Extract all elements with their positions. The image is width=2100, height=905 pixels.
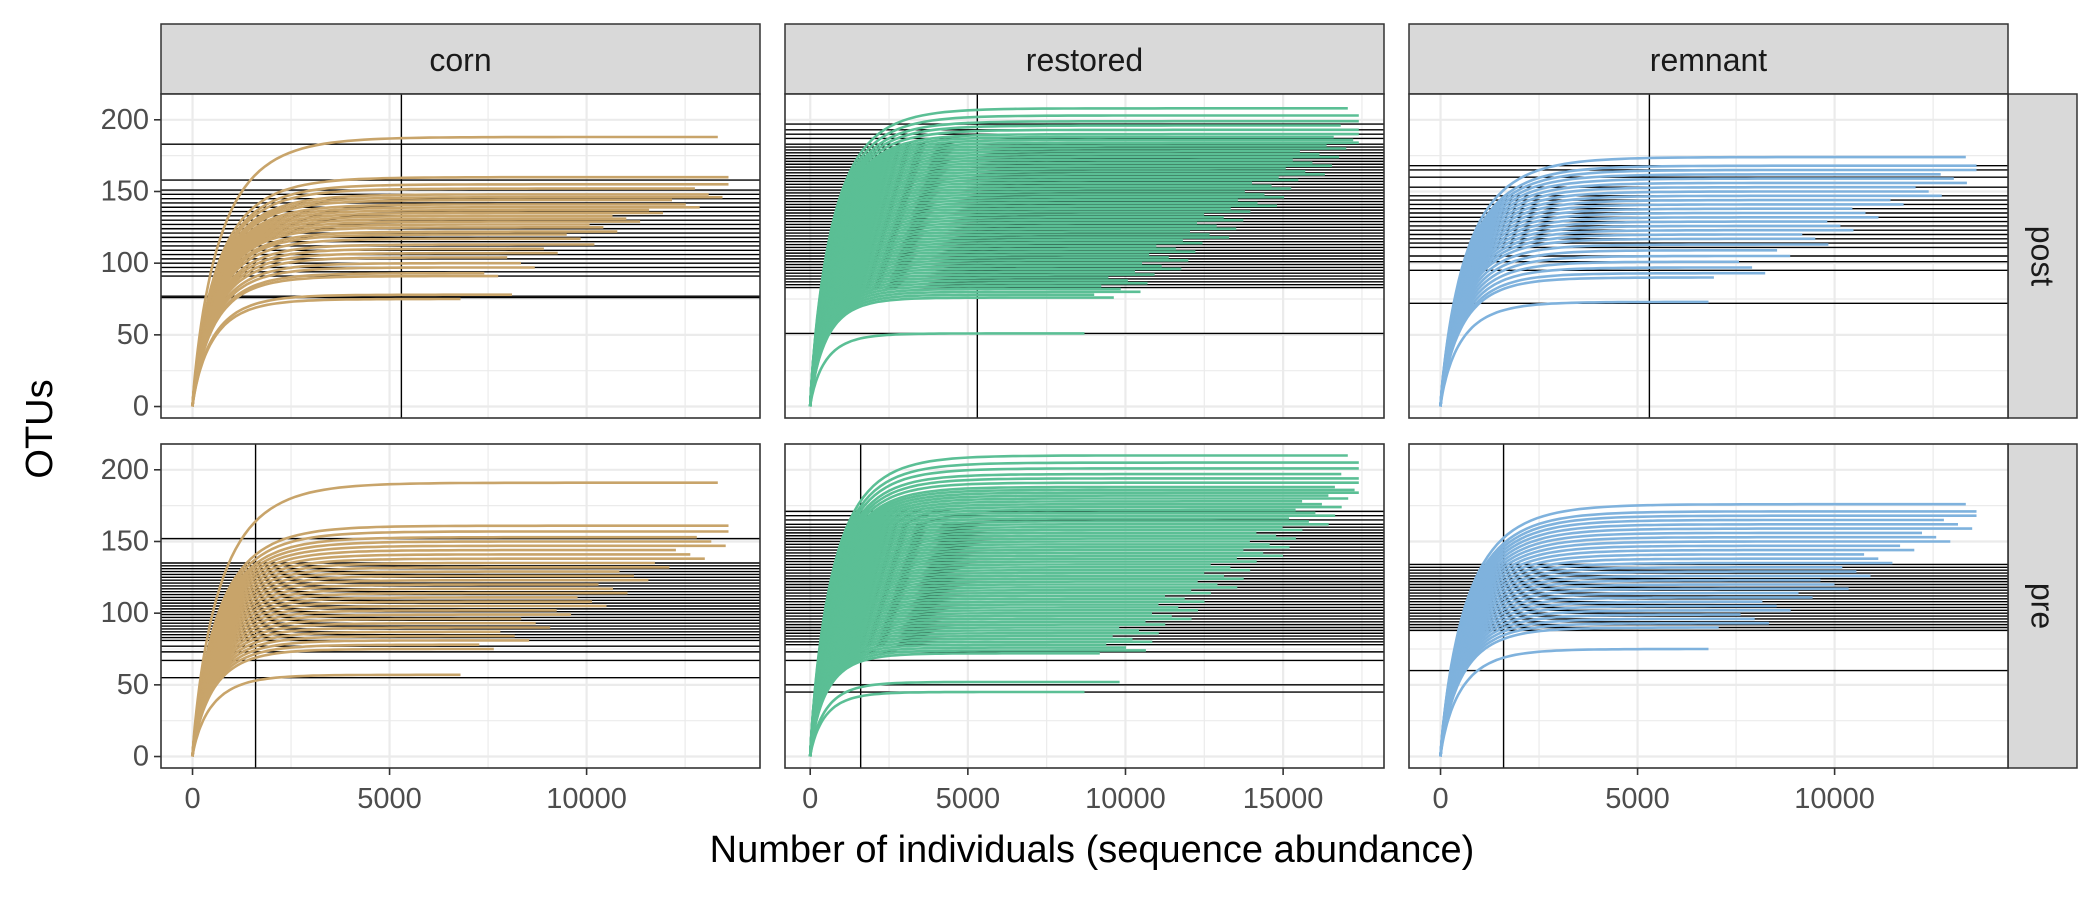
panel-corn-post: 0 50 100 150 200 — [101, 93, 761, 423]
rarefaction-curve — [808, 652, 1100, 757]
panel-plot-area — [1409, 94, 2008, 418]
panel-border — [160, 93, 761, 419]
x-tick-label: 0 — [184, 783, 200, 815]
rarefaction-curve — [1439, 647, 1709, 757]
panel-border — [784, 93, 1385, 419]
y-tick-label: 200 — [101, 104, 149, 136]
facet-label-restored: restored — [1026, 42, 1143, 78]
facet-strip-post — [2007, 93, 2078, 419]
facet-label-post: post — [2025, 226, 2061, 287]
rarefaction-curve — [191, 647, 494, 757]
facet-strip-restored — [784, 23, 1385, 95]
y-tick-label: 150 — [101, 175, 149, 207]
y-tick-label: 50 — [117, 669, 149, 701]
facet-label-corn: corn — [429, 42, 491, 78]
facet-strip-pre — [2007, 443, 2078, 769]
y-tick-label: 100 — [101, 597, 149, 629]
facet-label-remnant: remnant — [1650, 42, 1768, 78]
panel-remnant-pre: 0 5000 10000 — [1408, 443, 2009, 815]
x-tick-label: 10000 — [546, 783, 627, 815]
panel-plot-area — [1409, 444, 2008, 768]
panel-restored-pre: 0 5000 10000 15000 — [784, 443, 1385, 815]
panel-background — [161, 94, 760, 418]
x-tick-label: 0 — [802, 783, 818, 815]
facet-label-pre: pre — [2025, 583, 2061, 629]
rarefaction-curve — [1439, 276, 1714, 407]
rarefaction-curve — [191, 297, 461, 407]
x-tick-label: 5000 — [936, 783, 1001, 815]
x-tick-label: 10000 — [1794, 783, 1875, 815]
panel-plot-area — [161, 444, 760, 768]
y-tick-label: 150 — [101, 525, 149, 557]
panel-border — [784, 443, 1385, 769]
rarefaction-curve — [1439, 300, 1709, 407]
panel-border — [1408, 443, 2009, 769]
rarefaction-curve — [191, 274, 499, 407]
x-tick-label: 15000 — [1243, 783, 1324, 815]
x-axis-label: Number of individuals (sequence abundanc… — [710, 829, 1475, 871]
panels-layer: corn restored remnant post pre 0 50 100 150 200 0 5… — [101, 23, 2078, 815]
panel-plot-area — [785, 444, 1384, 768]
x-tick-label: 0 — [1432, 783, 1448, 815]
panel-remnant-post — [1408, 93, 2009, 419]
y-tick-label: 200 — [101, 454, 149, 486]
panel-restored-post — [784, 93, 1385, 419]
rarefaction-curve — [808, 680, 1120, 757]
panel-plot-area — [785, 94, 1384, 418]
panel-plot-area — [161, 94, 760, 418]
y-tick-label: 0 — [133, 741, 149, 773]
rarefaction-curve — [191, 673, 461, 757]
rarefaction-curve — [808, 332, 1085, 407]
facet-strip-corn — [160, 23, 761, 95]
y-axis-label: OTUs — [19, 379, 61, 478]
rarefaction-curve — [191, 481, 718, 757]
y-tick-label: 50 — [117, 319, 149, 351]
x-tick-label: 10000 — [1085, 783, 1166, 815]
rarefaction-curve — [191, 135, 718, 407]
panel-corn-pre: 0 50 100 150 200 0 5000 10000 — [101, 443, 761, 815]
x-tick-label: 5000 — [1605, 783, 1670, 815]
panel-border — [160, 443, 761, 769]
rarefaction-curve — [808, 296, 1114, 407]
rarefaction-curve — [1439, 626, 1719, 757]
panel-border — [1408, 93, 2009, 419]
x-tick-label: 5000 — [357, 783, 422, 815]
rarefaction-curve — [808, 690, 1085, 757]
facet-strip-remnant — [1408, 23, 2009, 95]
y-tick-label: 100 — [101, 247, 149, 279]
y-tick-label: 0 — [133, 391, 149, 423]
